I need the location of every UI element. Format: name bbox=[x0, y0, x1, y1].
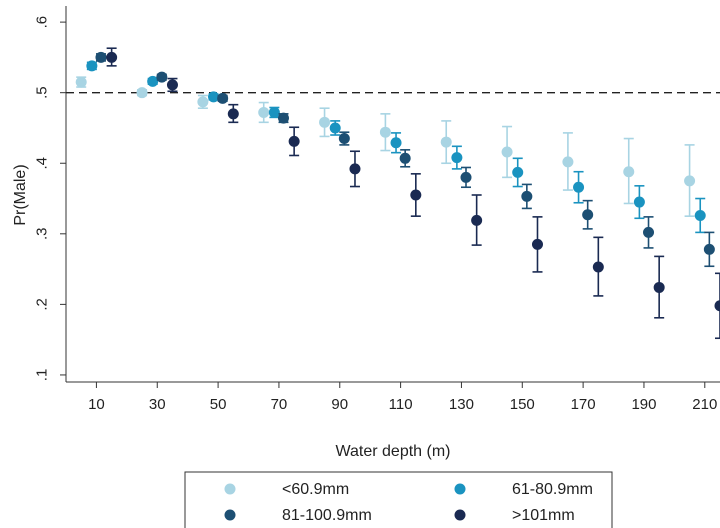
x-tick-label: 170 bbox=[571, 396, 596, 413]
x-axis-title: Water depth (m) bbox=[336, 443, 451, 460]
data-point bbox=[653, 281, 665, 293]
y-tick-label: .6 bbox=[34, 16, 51, 29]
data-point bbox=[501, 146, 513, 158]
x-tick-label: 190 bbox=[631, 396, 656, 413]
data-point bbox=[460, 171, 472, 183]
x-tick-label: 30 bbox=[149, 396, 166, 413]
x-tick-label: 10 bbox=[88, 396, 105, 413]
data-point bbox=[573, 181, 585, 193]
data-point bbox=[379, 126, 391, 138]
y-tick-label: .2 bbox=[34, 298, 51, 311]
x-tick-label: 150 bbox=[510, 396, 535, 413]
data-point bbox=[319, 116, 331, 128]
data-point bbox=[684, 175, 696, 187]
data-point bbox=[147, 75, 159, 87]
data-point bbox=[582, 209, 594, 221]
plot-area bbox=[75, 47, 720, 340]
x-tick-label: 210 bbox=[692, 396, 717, 413]
x-tick-label: 110 bbox=[389, 396, 413, 413]
data-point bbox=[86, 60, 98, 72]
legend-label: 61-80.9mm bbox=[512, 481, 593, 498]
x-tick-label: 50 bbox=[210, 396, 227, 413]
y-axis-title: Pr(Male) bbox=[12, 164, 29, 225]
y-tick-label: .4 bbox=[34, 157, 51, 170]
data-point bbox=[166, 79, 178, 91]
data-point bbox=[258, 106, 270, 118]
data-point bbox=[208, 91, 220, 103]
data-point bbox=[694, 209, 706, 221]
legend-label: 81-100.9mm bbox=[282, 507, 372, 524]
data-point bbox=[623, 166, 635, 178]
data-point bbox=[714, 300, 720, 312]
data-point bbox=[227, 108, 239, 120]
series-1 bbox=[75, 76, 696, 217]
data-point bbox=[451, 152, 463, 164]
data-point bbox=[643, 226, 655, 238]
data-point bbox=[106, 51, 118, 63]
series-3 bbox=[95, 51, 715, 268]
legend-marker bbox=[224, 509, 236, 521]
data-point bbox=[512, 166, 524, 178]
data-point bbox=[197, 96, 209, 108]
series-2 bbox=[86, 60, 706, 234]
data-point bbox=[521, 190, 533, 202]
x-tick-label: 70 bbox=[271, 396, 288, 413]
data-point bbox=[288, 135, 300, 147]
legend-box bbox=[184, 471, 613, 528]
x-tick-label: 90 bbox=[331, 396, 348, 413]
legend-marker bbox=[224, 483, 236, 495]
legend-label: >101mm bbox=[512, 507, 575, 524]
data-point bbox=[410, 189, 422, 201]
legend-marker bbox=[454, 483, 466, 495]
data-point bbox=[440, 136, 452, 148]
data-point bbox=[390, 137, 402, 149]
data-point bbox=[217, 92, 229, 104]
y-tick-label: .5 bbox=[34, 86, 51, 99]
data-point bbox=[471, 214, 483, 226]
data-point bbox=[268, 106, 280, 118]
legend-label: <60.9mm bbox=[282, 481, 349, 498]
data-point bbox=[592, 261, 604, 273]
series-4 bbox=[106, 47, 720, 340]
y-tick-label: .1 bbox=[34, 369, 51, 382]
data-point bbox=[399, 152, 411, 164]
data-point bbox=[338, 133, 350, 145]
data-point bbox=[95, 51, 107, 63]
legend-marker bbox=[454, 509, 466, 521]
data-point bbox=[531, 238, 543, 250]
data-point bbox=[136, 87, 148, 99]
data-point bbox=[75, 76, 87, 88]
data-point bbox=[703, 243, 715, 255]
data-point bbox=[562, 156, 574, 168]
data-point bbox=[277, 112, 289, 124]
data-point bbox=[329, 122, 341, 134]
x-tick-label: 130 bbox=[449, 396, 474, 413]
data-point bbox=[633, 196, 645, 208]
data-point bbox=[156, 71, 168, 83]
data-point bbox=[349, 163, 361, 175]
y-tick-label: .3 bbox=[34, 228, 51, 241]
